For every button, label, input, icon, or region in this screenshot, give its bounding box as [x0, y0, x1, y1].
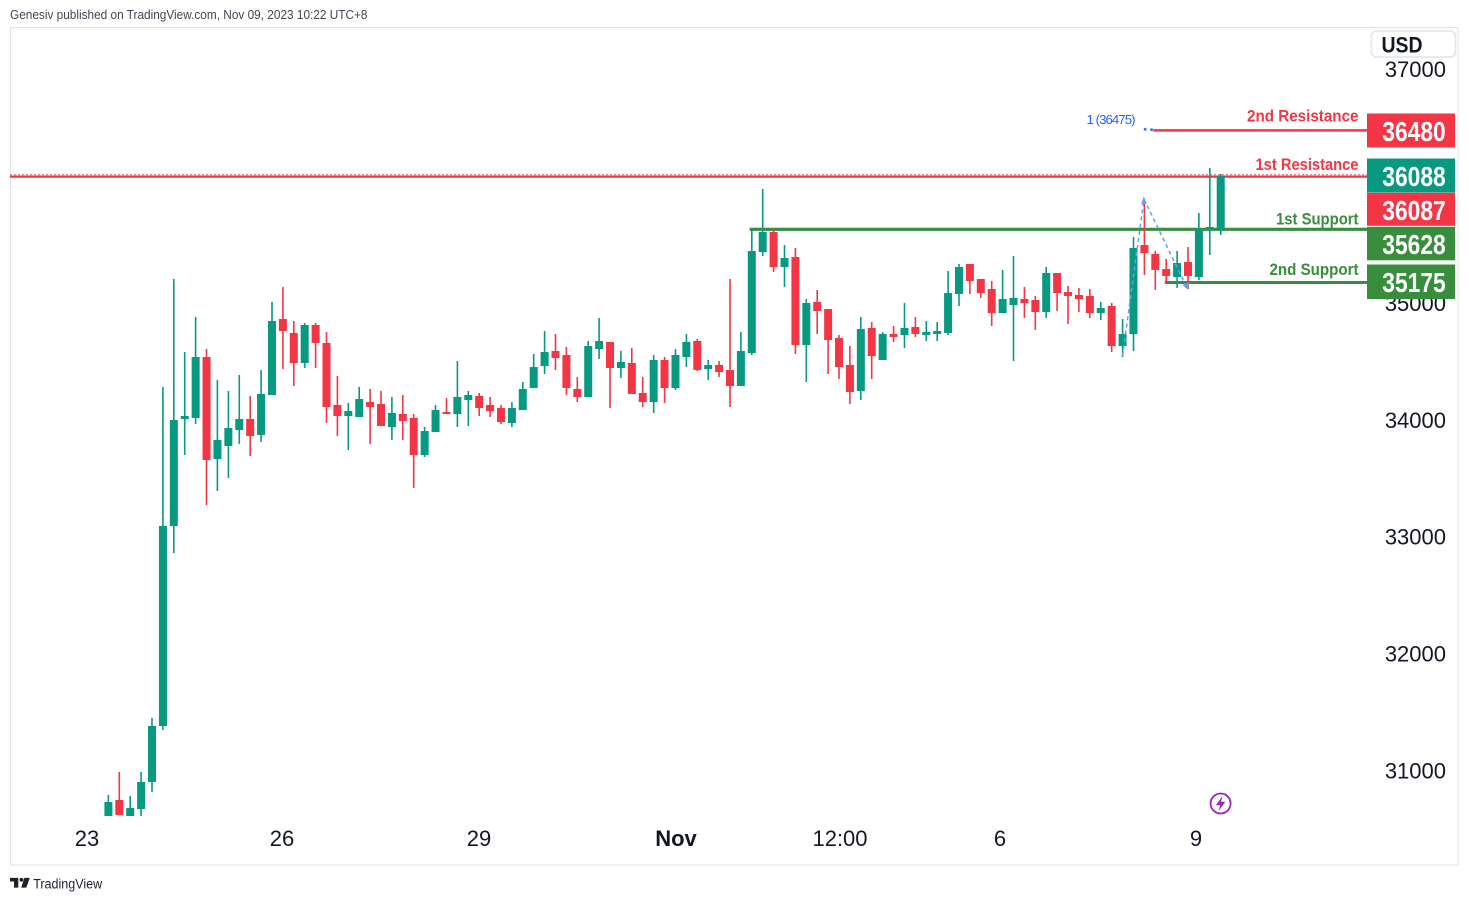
svg-text:TradingView: TradingView: [33, 876, 102, 891]
svg-text:1st Support: 1st Support: [1276, 210, 1359, 229]
svg-text:37000: 37000: [1385, 57, 1446, 82]
svg-text:26: 26: [270, 826, 294, 851]
svg-text:9: 9: [1190, 826, 1202, 851]
svg-text:2nd Support: 2nd Support: [1270, 260, 1359, 279]
svg-text:Nov: Nov: [655, 826, 697, 851]
svg-text:35175: 35175: [1382, 267, 1446, 298]
svg-text:Genesiv published on TradingVi: Genesiv published on TradingView.com, No…: [10, 7, 368, 22]
svg-text:35628: 35628: [1382, 229, 1446, 260]
svg-text:33000: 33000: [1385, 525, 1446, 550]
svg-text:36088: 36088: [1382, 161, 1446, 192]
svg-text:1 (36475): 1 (36475): [1087, 112, 1136, 127]
svg-text:23: 23: [75, 826, 99, 851]
svg-text:6: 6: [994, 826, 1006, 851]
svg-text:34000: 34000: [1385, 408, 1446, 433]
svg-text:1st Resistance: 1st Resistance: [1256, 155, 1359, 174]
svg-text:36480: 36480: [1382, 116, 1446, 147]
svg-text:2nd Resistance: 2nd Resistance: [1247, 106, 1359, 125]
svg-text:32000: 32000: [1385, 642, 1446, 667]
svg-text:31000: 31000: [1385, 759, 1446, 784]
svg-text:29: 29: [467, 826, 491, 851]
svg-text:USD: USD: [1382, 32, 1423, 57]
svg-text:12:00: 12:00: [812, 826, 867, 851]
svg-text:36087: 36087: [1382, 195, 1446, 226]
